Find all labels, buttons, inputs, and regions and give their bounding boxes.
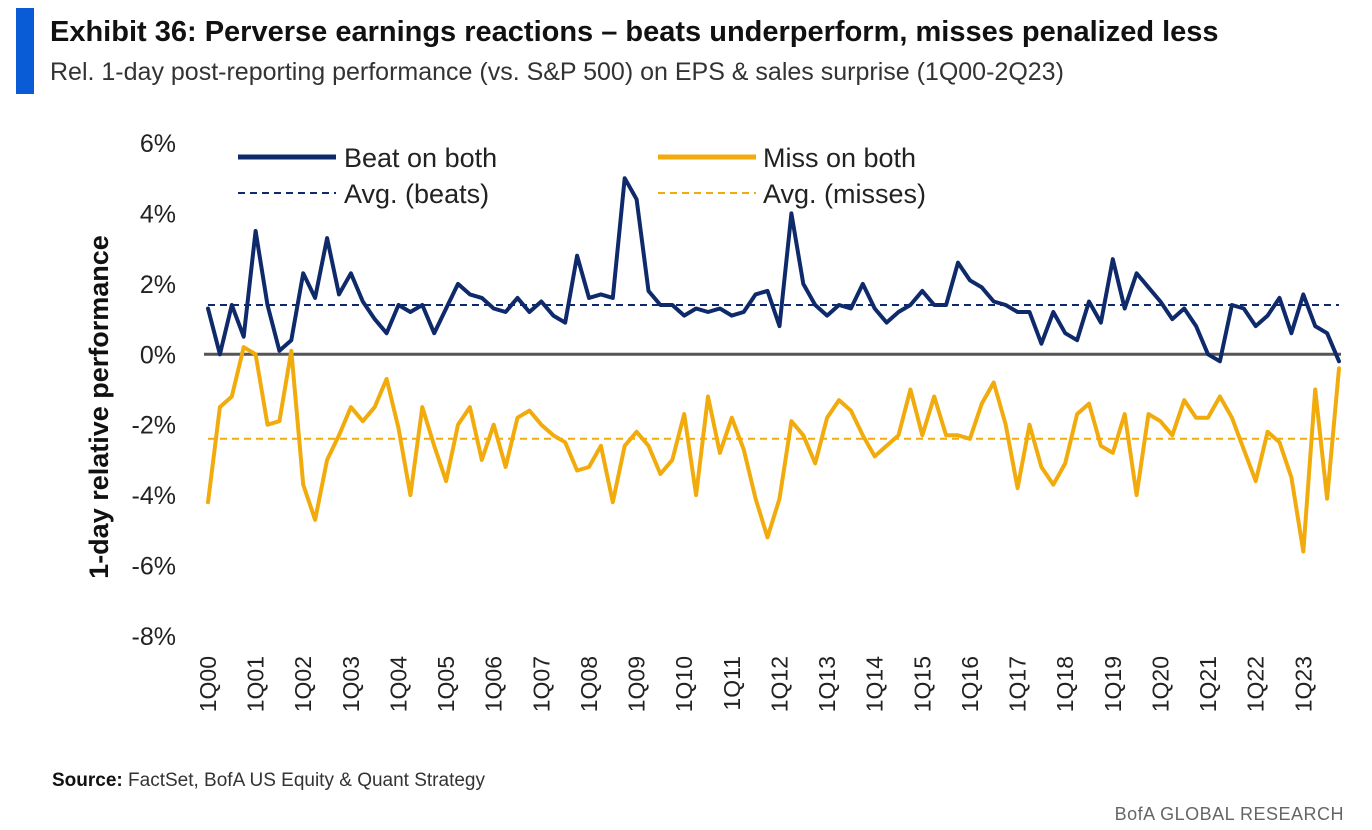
x-tick-label: 1Q01 xyxy=(243,656,269,712)
axis-layer: 6% 4% 2% 0% -2% -4% -6% -8% 1Q00 1Q01 1Q02 1Q03 1Q04… xyxy=(132,130,1341,712)
x-tick-label: 1Q06 xyxy=(481,656,507,712)
x-tick-label: 1Q14 xyxy=(862,656,888,712)
x-tick-label: 1Q00 xyxy=(195,656,221,712)
x-tick-label: 1Q10 xyxy=(671,656,697,712)
x-tick-label: 1Q17 xyxy=(1005,656,1031,712)
series-lines xyxy=(206,176,1341,554)
y-tick-label: 2% xyxy=(140,271,176,299)
legend-miss-label: Miss on both xyxy=(763,143,916,173)
source-note: Source: FactSet, BofA US Equity & Quant … xyxy=(52,770,485,792)
source-label: Source: xyxy=(52,770,123,791)
x-tick-label: 1Q23 xyxy=(1290,656,1316,712)
x-tick-label: 1Q02 xyxy=(290,656,316,712)
legend-avg-misses-label: Avg. (misses) xyxy=(763,179,926,209)
chart-subtitle: Rel. 1-day post-reporting performance (v… xyxy=(50,58,1064,86)
y-tick-label: -4% xyxy=(132,482,176,510)
x-tick-label: 1Q21 xyxy=(1195,656,1221,712)
y-tick-label: 6% xyxy=(140,130,176,158)
brand-label: BofA GLOBAL RESEARCH xyxy=(1114,804,1344,824)
legend: Beat on both Miss on both Avg. (beats) A… xyxy=(238,143,926,209)
x-tick-label: 1Q03 xyxy=(338,656,364,712)
chart-title: Exhibit 36: Perverse earnings reactions … xyxy=(50,16,1219,48)
x-tick-label: 1Q19 xyxy=(1100,656,1126,712)
accent-bar xyxy=(16,8,34,94)
y-axis-label: 1-day relative performance xyxy=(84,235,114,579)
x-tick-label: 1Q22 xyxy=(1243,656,1269,712)
y-tick-label: -6% xyxy=(132,553,176,581)
legend-beat-label: Beat on both xyxy=(344,143,497,173)
x-tick-label: 1Q04 xyxy=(385,656,411,712)
y-tick-label: 0% xyxy=(140,341,176,369)
x-tick-label: 1Q16 xyxy=(957,656,983,712)
x-tick-label: 1Q20 xyxy=(1147,656,1173,712)
miss-on-both-line xyxy=(206,345,1341,554)
x-tick-label: 1Q12 xyxy=(766,656,792,712)
x-tick-label: 1Q11 xyxy=(719,656,745,711)
x-tick-label: 1Q09 xyxy=(624,656,650,712)
source-text: FactSet, BofA US Equity & Quant Strategy xyxy=(122,770,485,791)
x-tick-label: 1Q08 xyxy=(576,656,602,712)
y-tick-label: 4% xyxy=(140,200,176,228)
y-tick-label: -8% xyxy=(132,623,176,651)
x-tick-label: 1Q18 xyxy=(1052,656,1078,712)
x-tick-label: 1Q07 xyxy=(528,656,554,712)
x-tick-label: 1Q13 xyxy=(814,656,840,712)
x-tick-label: 1Q15 xyxy=(909,656,935,712)
y-tick-label: -2% xyxy=(132,412,176,440)
beat-on-both-line xyxy=(206,176,1341,364)
x-tick-label: 1Q05 xyxy=(433,656,459,712)
legend-avg-beats-label: Avg. (beats) xyxy=(344,179,489,209)
